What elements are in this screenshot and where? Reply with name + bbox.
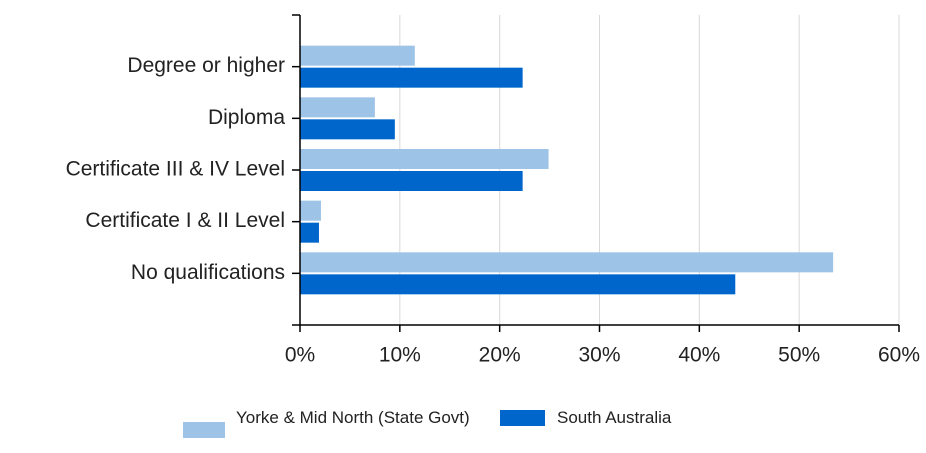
x-tick-label: 30% [578,344,620,367]
bar [300,67,523,88]
y-tick-label: Certificate III & IV Level [66,158,285,181]
x-tick-label: 40% [678,344,720,367]
bar [300,45,415,66]
bar [300,171,523,191]
bar [300,274,736,295]
legend-swatch [500,410,545,426]
bar [300,119,395,140]
bar [300,149,549,169]
bar [300,200,321,221]
x-tick-label: 20% [479,344,521,367]
chart: 0% 10% 20% 30% 40% 50% 60% Degree or higher Dipl… [66,14,920,367]
legend-label: Yorke & Mid North (State Govt) [236,408,470,427]
y-tick-label: Degree or higher [127,54,285,77]
x-tick-label: 10% [379,344,421,367]
y-tick-label: No qualifications [131,261,285,284]
x-tick-label: 60% [878,344,920,367]
bar [300,252,834,273]
x-tick-label: 0% [285,344,315,367]
bar [300,97,375,118]
bar [300,222,319,243]
y-tick-label: Diploma [208,106,285,129]
y-tick-label: Certificate I & II Level [85,209,285,232]
x-tick-label: 50% [778,344,820,367]
legend-label: South Australia [557,408,672,427]
legend-swatch [183,422,225,438]
